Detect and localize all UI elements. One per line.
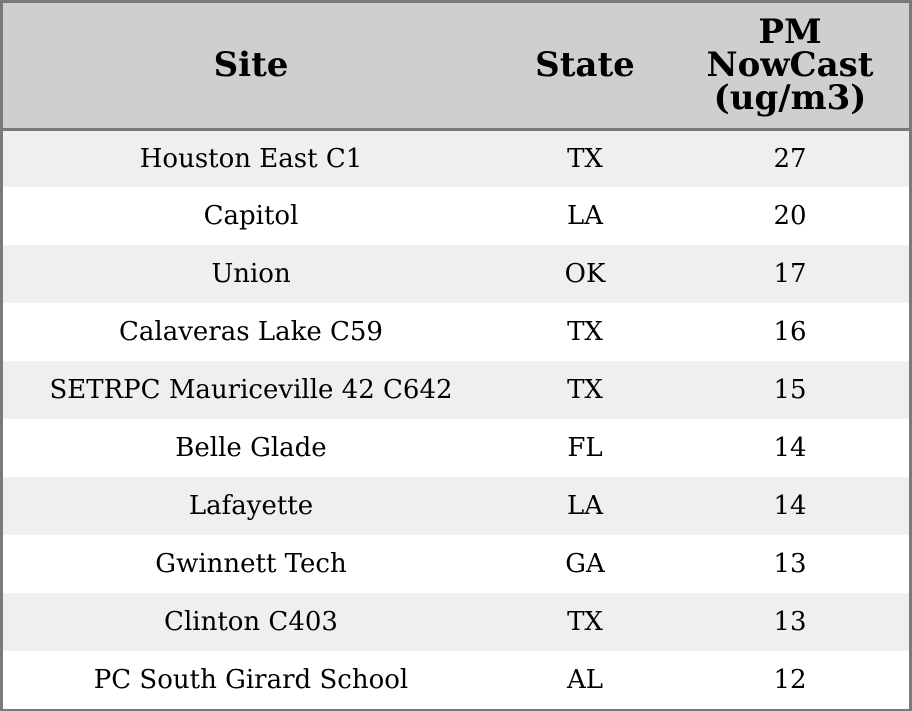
cell-pm-nowcast: 14 <box>773 491 807 521</box>
table-row: Clinton C403 TX 13 <box>3 593 909 651</box>
table-row: PC South Girard School AL 12 <box>3 651 909 709</box>
table-row: Houston East C1 TX 27 <box>3 129 909 187</box>
pm-nowcast-table: Site State PM NowCast (ug/m3) Houston East… <box>3 3 909 709</box>
table-row: Union OK 17 <box>3 245 909 303</box>
header-row: Site State PM NowCast (ug/m3) <box>3 3 909 131</box>
table-row: Calaveras Lake C59 TX 16 <box>3 303 909 361</box>
cell-site: Clinton C403 <box>164 607 338 637</box>
cell-state: TX <box>567 143 603 174</box>
cell-pm-nowcast: 16 <box>773 317 807 347</box>
cell-state: OK <box>564 259 606 289</box>
table-header: Site State PM NowCast (ug/m3) <box>3 3 909 131</box>
cell-state: LA <box>566 201 604 231</box>
cell-site: Belle Glade <box>175 433 327 463</box>
cell-pm-nowcast: 14 <box>773 433 807 463</box>
cell-pm-nowcast: 17 <box>773 259 807 289</box>
cell-site: PC South Girard School <box>93 665 409 695</box>
cell-state: FL <box>567 433 603 463</box>
table-row: Lafayette LA 14 <box>3 477 909 535</box>
table-row: SETRPC Mauriceville 42 C642 TX 15 <box>3 361 909 419</box>
cell-site: Capitol <box>203 201 299 231</box>
cell-pm-nowcast: 13 <box>773 549 807 579</box>
table-row: Belle Glade FL 14 <box>3 419 909 477</box>
column-header-state: State <box>499 3 671 131</box>
table-row: Gwinnett Tech GA 13 <box>3 535 909 593</box>
cell-pm-nowcast: 15 <box>773 375 807 405</box>
cell-pm-nowcast: 20 <box>773 201 807 231</box>
cell-pm-nowcast: 13 <box>773 607 807 637</box>
column-header-site: Site <box>3 3 499 131</box>
cell-state: TX <box>567 375 603 405</box>
column-header-pm-nowcast: PM NowCast (ug/m3) <box>671 3 909 131</box>
cell-site: Gwinnett Tech <box>155 549 347 579</box>
cell-pm-nowcast: 12 <box>773 665 807 695</box>
cell-state: TX <box>567 607 603 637</box>
cell-site: Houston East C1 <box>139 143 363 174</box>
cell-site: Calaveras Lake C59 <box>119 317 383 347</box>
cell-site: Lafayette <box>188 491 314 521</box>
cell-site: Union <box>211 259 291 289</box>
cell-state: TX <box>567 317 603 347</box>
table-body: Houston East C1 TX 27 Capitol LA 20 Union OK 17 C… <box>3 129 909 709</box>
cell-site: SETRPC Mauriceville 42 C642 <box>49 375 453 405</box>
cell-pm-nowcast: 27 <box>773 143 807 174</box>
cell-state: GA <box>565 549 605 579</box>
cell-state: AL <box>566 665 604 695</box>
table-row: Capitol LA 20 <box>3 187 909 245</box>
cell-state: LA <box>566 491 604 521</box>
